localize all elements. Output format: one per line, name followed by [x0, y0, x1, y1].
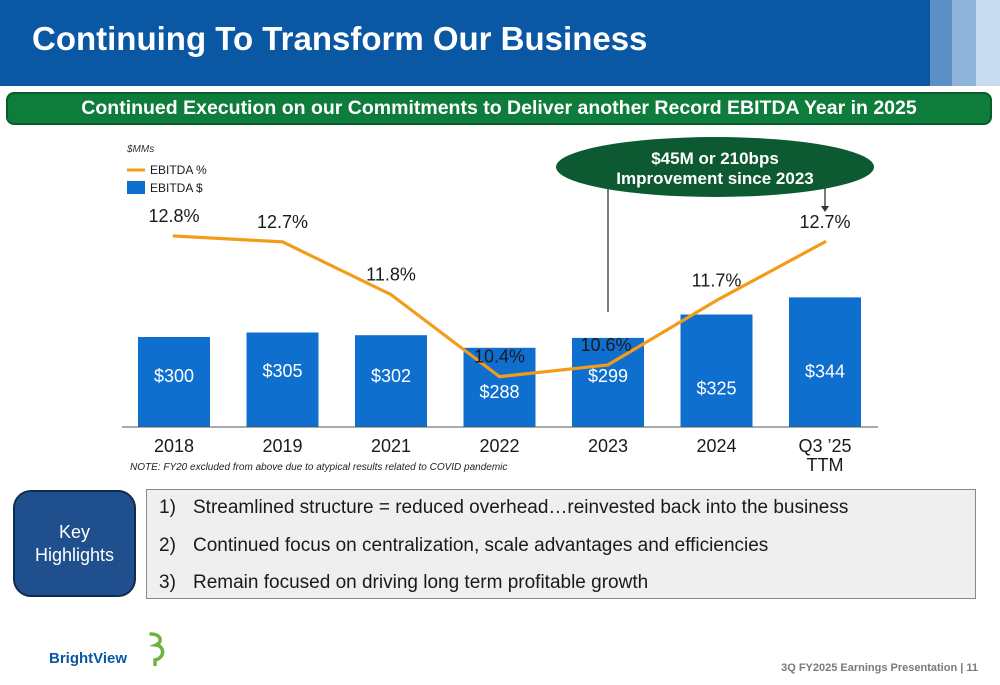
x-tick-label: 2019 [262, 436, 302, 456]
line-value-label: 12.8% [148, 206, 199, 226]
bar-value-label: $299 [588, 366, 628, 386]
ebitda-chart: $300 $305 $302 $288 $299 $325 $344 2018 2019 2021… [122, 137, 878, 475]
x-tick-label: Q3 ’25 [798, 436, 851, 456]
highlights-list: 1) Streamlined structure = reduced overhe… [146, 489, 976, 599]
logo-wordmark: BrightView [49, 650, 128, 667]
list-item-text: Remain focused on driving long term prof… [193, 572, 649, 593]
legend-swatch-bar [127, 181, 145, 194]
headline-banner-text: Continued Execution on our Commitments t… [81, 97, 917, 119]
x-tick-label: 2021 [371, 436, 411, 456]
header-bar: Continuing To Transform Our Business [0, 0, 1000, 86]
bar-value-label: $305 [262, 361, 302, 381]
line-value-label: 11.7% [692, 270, 742, 290]
headline-banner: Continued Execution on our Commitments t… [6, 92, 992, 125]
list-item: 3) Remain focused on driving long term pr… [159, 572, 648, 594]
x-tick-label: 2018 [154, 436, 194, 456]
bar-value-label: $300 [154, 366, 194, 386]
units-label: $MMs [126, 144, 154, 155]
line-point [606, 363, 610, 367]
line-point [172, 234, 176, 238]
chart-footnote: NOTE: FY20 excluded from above due to at… [130, 462, 508, 473]
header-accent-stripe [930, 0, 952, 86]
bar-ebitda-dollar [789, 297, 861, 427]
legend-label: EBITDA % [150, 163, 207, 177]
line-value-label: 10.6% [580, 335, 631, 355]
line-value-label: 12.7% [799, 212, 850, 232]
callout-text: $45M or 210bps [651, 149, 779, 168]
list-item-number: 2) [159, 535, 176, 556]
list-item-text: Streamlined structure = reduced overhead… [193, 497, 849, 518]
list-item-number: 1) [159, 497, 176, 518]
list-item-text: Continued focus on centralization, scale… [193, 535, 769, 556]
line-value-label: 11.8% [366, 265, 416, 285]
line-point [823, 240, 827, 244]
list-item-number: 3) [159, 572, 176, 593]
bar-value-label: $288 [479, 382, 519, 402]
callout-ellipse [556, 137, 874, 197]
x-tick-label: 2023 [588, 436, 628, 456]
line-value-label: 12.7% [257, 212, 308, 232]
bar-ebitda-dollar [463, 347, 536, 427]
key-highlights-label: Key Highlights [34, 521, 115, 565]
bar-value-label: $325 [696, 379, 736, 399]
bar-ebitda-dollar [572, 337, 644, 427]
bar-value-label: $302 [371, 366, 411, 386]
callout-text: Improvement since 2023 [616, 169, 813, 188]
line-point [498, 375, 501, 379]
page-title: Continuing To Transform Our Business [32, 20, 648, 57]
footer-page-label: 3Q FY2025 Earnings Presentation | 11 [781, 662, 978, 674]
x-tick-label: TTM [807, 455, 844, 475]
brightview-logo: BrightView [49, 630, 169, 670]
list-item: 1) Streamlined structure = reduced overhe… [159, 497, 848, 519]
header-accent-stripe [976, 0, 1000, 86]
x-tick-label: 2024 [696, 436, 736, 456]
bar-ebitda-dollar [138, 337, 210, 427]
bar-value-label: $344 [805, 361, 845, 381]
legend-label: EBITDA $ [150, 181, 203, 195]
list-item: 2) Continued focus on centralization, sca… [159, 535, 768, 557]
line-value-label: 10.4% [474, 347, 525, 367]
bar-ebitda-dollar [246, 332, 319, 427]
key-highlights-badge: Key Highlights [13, 490, 136, 597]
line-point [715, 298, 718, 302]
brightview-leaf-icon [149, 632, 165, 666]
line-point [281, 240, 284, 244]
line-point [389, 293, 393, 297]
bar-ebitda-dollar [355, 335, 427, 427]
x-tick-label: 2022 [479, 436, 519, 456]
callout-arrow-head [821, 206, 829, 212]
header-accent-stripe [952, 0, 976, 86]
bar-ebitda-dollar [680, 314, 753, 427]
